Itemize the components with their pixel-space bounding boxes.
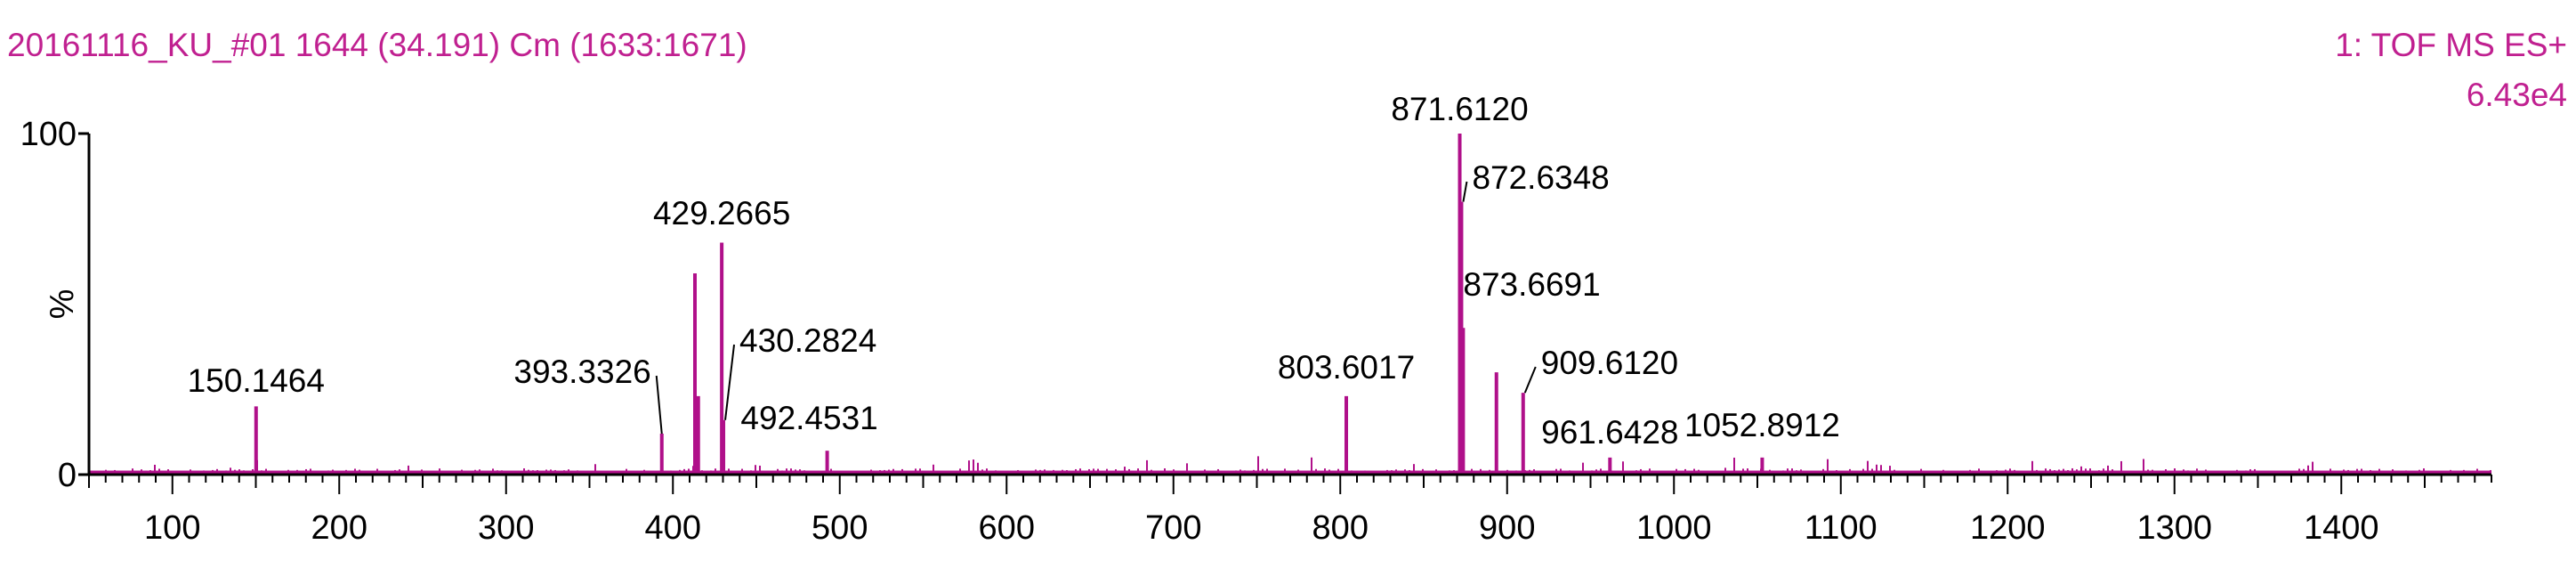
peak-bars [89,134,2491,475]
peak-label-873.6691: 873.6691 [1463,266,1600,303]
peak-label-872.6348: 872.6348 [1472,159,1609,196]
peak-label-1052.8912: 1052.8912 [1684,407,1840,443]
peak-label-430.2824: 430.2824 [739,322,876,359]
x-tick-label-900: 900 [1479,509,1535,547]
peak-label-429.2665: 429.2665 [653,195,790,232]
x-tick-label-500: 500 [812,509,868,547]
leader-line [1523,366,1537,394]
peak-label-492.4531: 492.4531 [740,400,877,436]
x-tick-label-600: 600 [979,509,1035,547]
peak-label-803.6017: 803.6017 [1278,349,1415,386]
x-tick-label-700: 700 [1145,509,1201,547]
peak-label-871.6120: 871.6120 [1391,91,1528,127]
sample-info: 20161116_KU_#01 1644 (34.191) Cm (1633:1… [7,27,747,63]
x-tick-label-1100: 1100 [1805,509,1877,547]
x-tick-label-1300: 1300 [2136,509,2212,547]
leader-line [655,375,663,435]
intensity-label: 6.43e4 [2466,77,2567,113]
x-tick-label-1000: 1000 [1636,509,1712,547]
x-tick-label-800: 800 [1312,509,1369,547]
axes: 0 100% 100 200 300 400 500 600 700 800 900 1000 1100… [20,116,2492,547]
y-tick-label-100: 100 [20,116,77,153]
peak-label-150.1464: 150.1464 [188,362,325,399]
x-tick-label-400: 400 [645,509,701,547]
peak-label-393.3326: 393.3326 [513,354,650,390]
y-tick-label-0: 0 [58,457,77,494]
y-axis-label: % [44,289,81,320]
peak-label-909.6120: 909.6120 [1541,345,1678,381]
leader-line [724,344,736,420]
instrument-label: 1: TOF MS ES+ [2335,27,2567,63]
x-tick-label-1200: 1200 [1970,509,2046,547]
x-tick-label-300: 300 [478,509,534,547]
x-tick-label-100: 100 [144,509,200,547]
leader-line [1462,181,1468,202]
x-tick-label-1400: 1400 [2304,509,2379,547]
peak-label-961.6428: 961.6428 [1541,414,1678,451]
peak-labels: 150.1464 393.3326 429.2665 430.2824 492.4531… [188,91,1840,451]
x-tick-label-200: 200 [311,509,367,547]
